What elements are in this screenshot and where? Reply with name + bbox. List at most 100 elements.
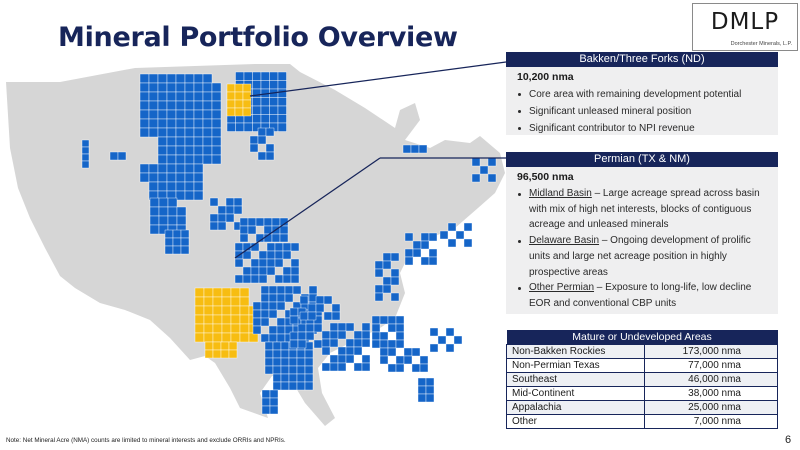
county-block bbox=[252, 71, 262, 81]
county-block bbox=[175, 136, 186, 147]
county-block bbox=[329, 330, 339, 340]
county-block bbox=[139, 91, 150, 102]
permian-county-block bbox=[203, 296, 214, 307]
county-block bbox=[288, 349, 298, 359]
county-block bbox=[242, 274, 252, 284]
county-block bbox=[308, 285, 318, 295]
bakken-bullet: Significant contributor to NPI revenue bbox=[517, 120, 768, 137]
county-block bbox=[437, 335, 447, 345]
county-block bbox=[387, 347, 397, 357]
county-block bbox=[260, 97, 270, 107]
county-block bbox=[261, 405, 271, 415]
county-block bbox=[374, 268, 384, 278]
county-block bbox=[304, 381, 314, 391]
county-block bbox=[353, 346, 363, 356]
county-block bbox=[269, 97, 279, 107]
county-block bbox=[184, 91, 195, 102]
county-block bbox=[167, 215, 178, 226]
county-block bbox=[193, 136, 204, 147]
county-block bbox=[371, 315, 381, 325]
areas-header: Mature or Undeveloped Areas bbox=[506, 330, 778, 345]
county-block bbox=[429, 343, 439, 353]
county-block bbox=[304, 373, 314, 383]
county-block bbox=[361, 354, 371, 364]
county-block bbox=[166, 154, 177, 165]
county-block bbox=[233, 205, 243, 215]
county-block bbox=[175, 172, 186, 183]
county-block bbox=[265, 151, 275, 161]
county-block bbox=[272, 381, 282, 391]
bakken-county-block bbox=[234, 91, 244, 101]
county-block bbox=[269, 71, 279, 81]
county-block bbox=[252, 301, 262, 311]
county-block bbox=[282, 250, 292, 260]
county-block bbox=[271, 233, 281, 243]
county-block bbox=[265, 143, 275, 153]
permian-county-block bbox=[204, 341, 214, 351]
county-block bbox=[193, 127, 204, 138]
county-block bbox=[361, 362, 371, 372]
county-block bbox=[463, 222, 473, 232]
county-block bbox=[331, 311, 341, 321]
county-block bbox=[453, 335, 463, 345]
county-block bbox=[289, 331, 299, 341]
county-block bbox=[266, 266, 276, 276]
county-block bbox=[258, 274, 268, 284]
county-block bbox=[260, 301, 270, 311]
county-block bbox=[193, 100, 204, 111]
county-block bbox=[337, 354, 347, 364]
county-block bbox=[382, 276, 392, 286]
county-block bbox=[269, 405, 279, 415]
county-block bbox=[234, 274, 244, 284]
county-block bbox=[439, 230, 449, 240]
county-block bbox=[329, 338, 339, 348]
county-block bbox=[202, 73, 213, 84]
county-block bbox=[193, 163, 204, 174]
county-block bbox=[157, 73, 168, 84]
county-block bbox=[175, 73, 186, 84]
county-block bbox=[109, 151, 119, 161]
county-block bbox=[148, 118, 159, 129]
county-block bbox=[193, 109, 204, 120]
county-block bbox=[247, 217, 257, 227]
county-block bbox=[252, 88, 262, 98]
county-block bbox=[157, 127, 168, 138]
county-block bbox=[282, 242, 292, 252]
county-block bbox=[217, 221, 227, 231]
midland-basin-term: Midland Basin bbox=[529, 188, 592, 199]
county-block bbox=[428, 256, 438, 266]
county-block bbox=[261, 397, 271, 407]
bakken-leader-line bbox=[249, 61, 507, 97]
county-block bbox=[321, 330, 331, 340]
county-block bbox=[277, 88, 287, 98]
county-block bbox=[276, 293, 286, 303]
county-block bbox=[337, 362, 347, 372]
county-block bbox=[211, 100, 222, 111]
permian-county-block bbox=[203, 332, 214, 343]
county-block bbox=[277, 114, 287, 124]
county-block bbox=[292, 285, 302, 295]
county-block bbox=[239, 225, 249, 235]
permian-county-block bbox=[221, 314, 232, 325]
county-block bbox=[148, 100, 159, 111]
county-block bbox=[157, 109, 168, 120]
county-block bbox=[193, 91, 204, 102]
county-block bbox=[250, 258, 260, 268]
county-block bbox=[209, 221, 219, 231]
table-row: Other 7,000 nma bbox=[505, 414, 778, 429]
county-block bbox=[445, 327, 455, 337]
county-block bbox=[252, 114, 262, 124]
county-block bbox=[202, 136, 213, 147]
other-permian-term: Other Permian bbox=[529, 282, 595, 294]
county-block bbox=[272, 365, 282, 375]
county-block bbox=[175, 127, 186, 138]
bakken-county-block bbox=[234, 83, 244, 93]
county-block bbox=[395, 323, 405, 333]
county-block bbox=[175, 145, 186, 156]
county-block bbox=[361, 338, 371, 348]
county-block bbox=[471, 157, 481, 167]
county-block bbox=[148, 172, 159, 183]
county-block bbox=[308, 293, 318, 303]
county-block bbox=[166, 73, 177, 84]
permian-acreage: 96,500 nma bbox=[517, 171, 574, 183]
